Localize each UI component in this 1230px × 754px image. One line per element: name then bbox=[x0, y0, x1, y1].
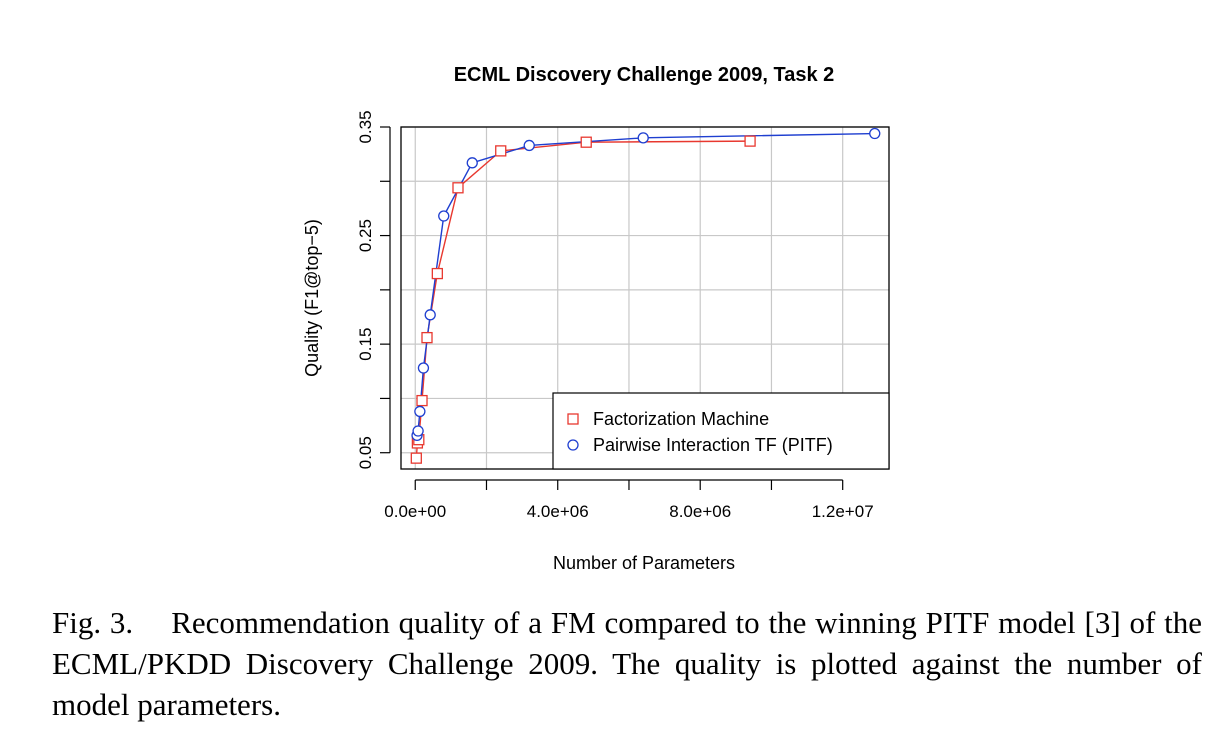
data-point-square bbox=[580, 136, 592, 148]
y-axis-label: Quality (F1@top−5) bbox=[302, 219, 322, 377]
legend-label: Factorization Machine bbox=[593, 409, 769, 429]
data-point-circle bbox=[869, 127, 881, 140]
data-point-circle bbox=[414, 405, 426, 418]
series-line bbox=[416, 132, 875, 436]
legend-marker-circle bbox=[567, 439, 579, 451]
caption-text: Recommendation quality of a FM compared … bbox=[52, 605, 1202, 722]
legend-marker-square bbox=[567, 413, 579, 425]
data-point-circle bbox=[466, 157, 478, 169]
chart: ECML Discovery Challenge 2009, Task 2 0.… bbox=[302, 64, 890, 573]
data-point-square bbox=[431, 267, 443, 280]
data-point-square bbox=[416, 394, 428, 407]
data-point-circle bbox=[438, 210, 450, 222]
x-tick-label: 1.2e+07 bbox=[812, 502, 874, 521]
x-axis: 0.0e+00 4.0e+06 8.0e+06 1.2e+07 bbox=[384, 479, 874, 521]
data-point-circle bbox=[523, 139, 535, 152]
y-tick-label: 0.05 bbox=[356, 436, 375, 469]
y-axis: 0.05 0.15 0.25 0.35 bbox=[356, 110, 391, 469]
data-point-square bbox=[421, 331, 433, 344]
data-point-circle bbox=[637, 132, 649, 144]
data-point-square bbox=[410, 452, 422, 464]
x-tick-label: 8.0e+06 bbox=[669, 502, 731, 521]
caption-label: Fig. 3. bbox=[52, 605, 134, 640]
data-point-square bbox=[452, 182, 464, 194]
x-tick-label: 0.0e+00 bbox=[384, 502, 446, 521]
x-tick-label: 4.0e+06 bbox=[527, 502, 589, 521]
data-point-square bbox=[495, 145, 507, 157]
data-point-circle bbox=[412, 425, 424, 437]
y-tick-label: 0.35 bbox=[356, 110, 375, 143]
y-tick-label: 0.25 bbox=[356, 219, 375, 252]
legend-label: Pairwise Interaction TF (PITF) bbox=[593, 435, 833, 455]
legend: Factorization Machine Pairwise Interactio… bbox=[552, 392, 890, 470]
data-point-circle bbox=[424, 309, 436, 321]
series-points bbox=[410, 127, 881, 464]
legend-box bbox=[552, 392, 890, 470]
chart-title: ECML Discovery Challenge 2009, Task 2 bbox=[454, 64, 835, 86]
x-axis-label: Number of Parameters bbox=[553, 553, 735, 573]
figure-caption: Fig. 3. Recommendation quality of a FM co… bbox=[52, 602, 1202, 725]
data-point-square bbox=[744, 135, 756, 147]
data-point-circle bbox=[417, 362, 430, 374]
y-tick-label: 0.15 bbox=[356, 328, 375, 361]
